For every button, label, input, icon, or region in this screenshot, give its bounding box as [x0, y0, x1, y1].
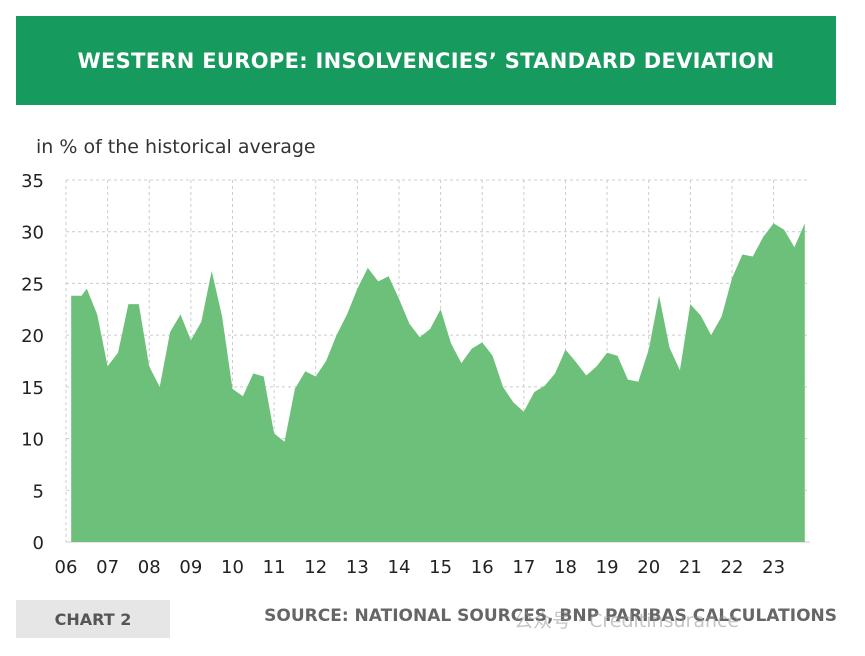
x-tick-label: 07	[96, 557, 119, 578]
x-tick-label: 10	[221, 557, 244, 578]
x-tick-label: 21	[679, 557, 702, 578]
x-tick-label: 15	[429, 557, 452, 578]
x-tick-label: 11	[263, 557, 286, 578]
x-tick-label: 20	[637, 557, 660, 578]
x-tick-label: 17	[512, 557, 535, 578]
x-tick-label: 09	[179, 557, 202, 578]
chart-title-banner: WESTERN EUROPE: INSOLVENCIES’ STANDARD D…	[16, 16, 836, 105]
y-tick-label: 0	[33, 533, 44, 554]
chart-number-tag: CHART 2	[16, 600, 170, 638]
y-tick-label: 10	[21, 430, 44, 451]
chart-title: WESTERN EUROPE: INSOLVENCIES’ STANDARD D…	[77, 48, 775, 73]
source-note: SOURCE: NATIONAL SOURCES, BNP PARIBAS CA…	[264, 606, 837, 626]
x-tick-label: 08	[138, 557, 161, 578]
x-tick-label: 23	[762, 557, 785, 578]
x-tick-label: 19	[596, 557, 619, 578]
x-tick-labels: 06 07 08 09 10 11 12 13 14 15 16 17 18 19 20 21 22 23	[55, 557, 785, 578]
watermark-text: 公众号 · Creditinsurance	[514, 610, 740, 632]
y-tick-label: 15	[21, 378, 44, 399]
y-tick-label: 25	[21, 274, 44, 295]
x-tick-label: 16	[471, 557, 494, 578]
x-tick-label: 18	[554, 557, 577, 578]
y-tick-label: 35	[21, 171, 44, 192]
chart-number-label: CHART 2	[54, 609, 132, 629]
y-tick-label: 5	[33, 481, 44, 502]
x-tick-label: 06	[55, 557, 78, 578]
area-series	[71, 223, 805, 542]
x-tick-label: 12	[304, 557, 327, 578]
x-tick-label: 14	[388, 557, 411, 578]
y-tick-label: 20	[21, 326, 44, 347]
x-tick-label: 13	[346, 557, 369, 578]
x-tick-label: 22	[721, 557, 744, 578]
y-tick-label: 30	[21, 223, 44, 244]
y-axis-label: in % of the historical average	[36, 136, 316, 158]
y-tick-labels: 0 5 10 15 20 25 30 35	[21, 171, 44, 554]
